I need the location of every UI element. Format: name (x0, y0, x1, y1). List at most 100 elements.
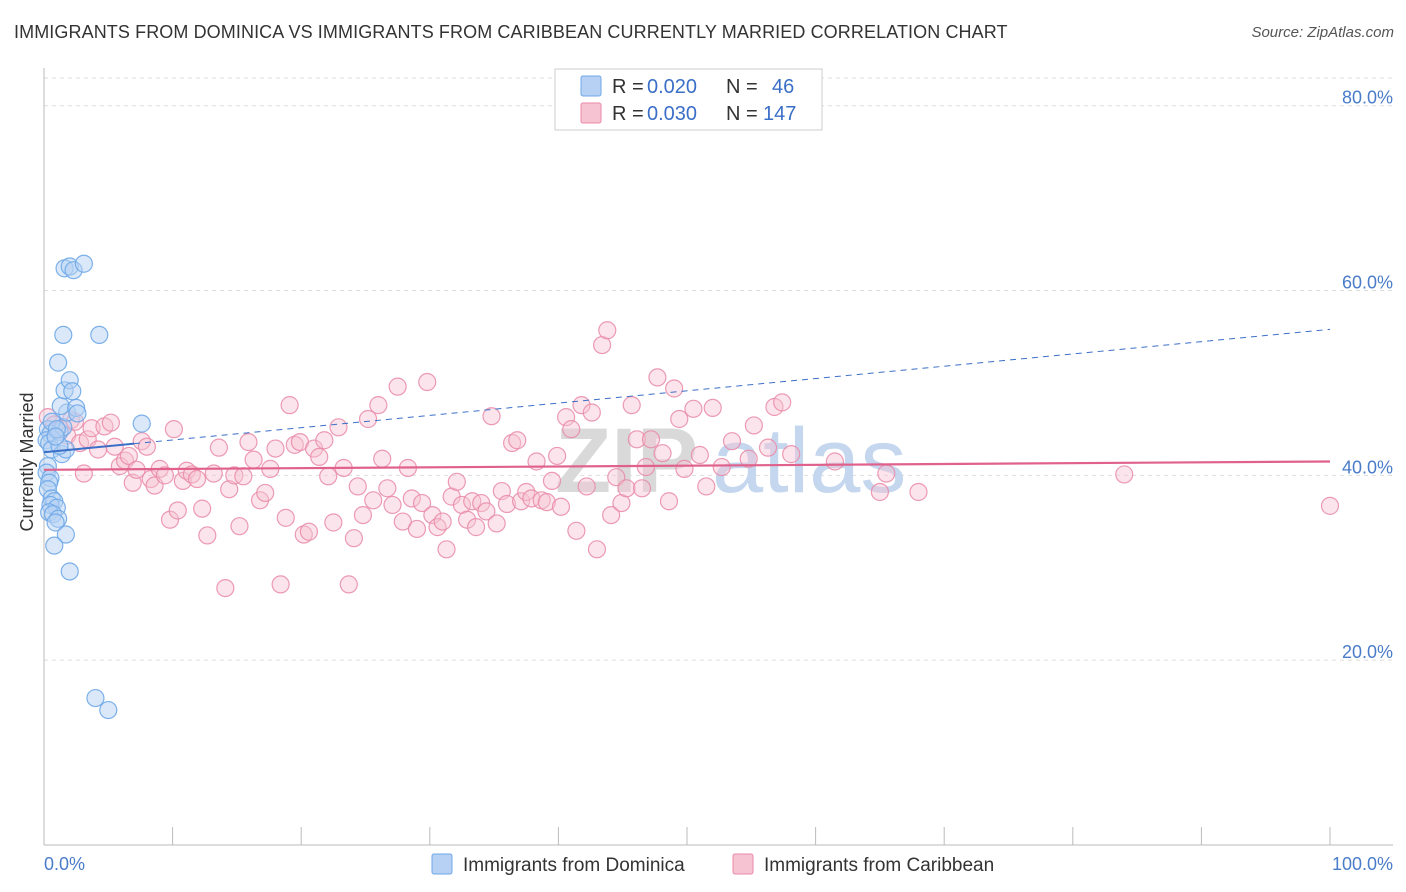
caribbean-point (617, 479, 636, 498)
axes (43, 68, 1393, 846)
caribbean-point (393, 512, 412, 531)
y-tick-label: 80.0% (1342, 88, 1393, 108)
caribbean-point (648, 368, 667, 387)
caribbean-point (641, 430, 661, 449)
caribbean-point (256, 483, 275, 503)
caribbean-point (358, 409, 378, 429)
caribbean-point (423, 505, 442, 525)
caribbean-point (909, 482, 928, 502)
caribbean-point (383, 495, 402, 515)
caribbean-point (477, 502, 496, 521)
caribbean-point (567, 521, 586, 540)
legend-n-label-2: N = (726, 103, 758, 125)
dominica-point (68, 404, 87, 423)
trend-lines (43, 328, 1331, 471)
caribbean-point (512, 492, 531, 511)
caribbean-point (482, 407, 501, 426)
caribbean-point (271, 575, 290, 594)
caribbean-point (310, 447, 329, 466)
caribbean-point (877, 464, 896, 483)
caribbean-point (627, 430, 646, 449)
series-swatch-caribbean (732, 853, 754, 875)
caribbean-point (1115, 465, 1134, 484)
caribbean-point (74, 464, 93, 483)
caribbean-point (407, 519, 427, 539)
grid-lines (44, 77, 1393, 661)
caribbean-point (319, 467, 338, 486)
caribbean-point (315, 431, 334, 450)
caribbean-point (364, 491, 383, 510)
caribbean-point (744, 416, 763, 435)
caribbean-point (487, 514, 506, 533)
dominica-point (49, 353, 68, 372)
series-swatch-dominica (431, 853, 453, 875)
caribbean-point (690, 445, 709, 465)
caribbean-point (659, 492, 679, 511)
caribbean-point (168, 501, 187, 520)
caribbean-point (537, 493, 556, 512)
dominica-point (74, 254, 93, 273)
caribbean-point (187, 469, 207, 489)
caribbean-point (353, 505, 373, 525)
caribbean-point (344, 529, 364, 548)
caribbean-point (220, 480, 239, 499)
dominica-trend-dashed (133, 328, 1331, 445)
dominica-point (46, 427, 65, 446)
caribbean-point (244, 450, 263, 469)
caribbean-point (739, 449, 758, 468)
legend-swatch-caribbean (580, 102, 602, 124)
caribbean-point (653, 444, 672, 463)
caribbean-point (675, 459, 694, 478)
series-label-caribbean: Immigrants from Caribbean (764, 855, 994, 876)
y-tick-label: 40.0% (1342, 457, 1393, 477)
caribbean-point (119, 446, 138, 466)
caribbean-point (607, 468, 626, 487)
watermark: ZIP atlas (555, 410, 906, 512)
caribbean-point (712, 457, 731, 477)
caribbean-point (173, 471, 192, 491)
caribbean-point (209, 438, 228, 457)
caribbean-point (466, 518, 486, 537)
y-tick-label: 20.0% (1342, 642, 1393, 662)
y-axis-label: Currently Married (17, 392, 37, 531)
dominica-point (90, 325, 109, 344)
caribbean-point (285, 435, 304, 454)
x-tick-label-end: 100.0% (1332, 854, 1393, 874)
dominica-point (86, 688, 105, 708)
caribbean-point (239, 432, 258, 452)
caribbean-point (782, 445, 801, 464)
dominica-points (37, 254, 151, 720)
caribbean-point (508, 431, 527, 450)
caribbean-point (548, 446, 567, 466)
caribbean-point (870, 482, 890, 502)
watermark-atlas: atlas (712, 410, 906, 512)
caribbean-point (582, 403, 601, 422)
caribbean-point (276, 508, 295, 527)
x-tick-labels: 0.0% 100.0% (44, 854, 1393, 874)
legend-swatch-dominica (580, 75, 602, 97)
caribbean-point (324, 513, 343, 532)
caribbean-point (373, 449, 392, 468)
caribbean-point (587, 540, 607, 559)
dominica-point (45, 536, 64, 555)
caribbean-point (402, 489, 421, 508)
stats-legend: R = 0.020 N = 46 R = 0.030 N = 147 (554, 68, 823, 131)
source-label: Source: ZipAtlas.com (1251, 24, 1394, 41)
legend-r-label-2: R = (612, 103, 644, 125)
dominica-point (54, 325, 73, 344)
caribbean-point (703, 398, 722, 418)
caribbean-point (266, 439, 285, 458)
caribbean-point (230, 517, 249, 536)
dominica-point (56, 525, 75, 544)
caribbean-point (294, 525, 313, 544)
caribbean-point (299, 522, 319, 541)
caribbean-point (758, 438, 778, 457)
caribbean-point (697, 477, 716, 496)
caribbean-point (198, 526, 217, 545)
caribbean-point (542, 471, 562, 491)
caribbean-point (164, 420, 183, 439)
caribbean-point (684, 399, 703, 418)
caribbean-point (369, 396, 388, 415)
dominica-point (63, 382, 82, 401)
